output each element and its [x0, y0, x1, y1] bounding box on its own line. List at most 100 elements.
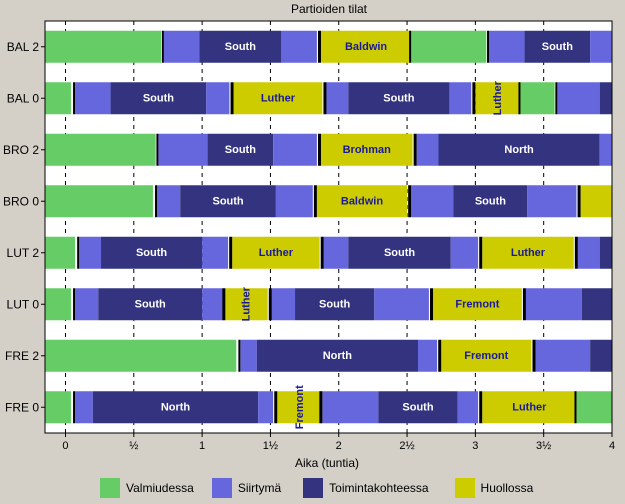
separator-6-1: [238, 339, 241, 372]
segment-transfer-2-3: [273, 133, 317, 166]
x-tick-label-2: 1: [199, 440, 205, 452]
separator-end-4-5: [320, 236, 324, 269]
segment-mission-3-2: [180, 185, 276, 218]
bar-row-1: South Luther South Luther: [45, 80, 612, 115]
segment-transfer-7-3: [258, 391, 274, 424]
bar-row-0: South Baldwin South: [45, 30, 612, 63]
bar-row-3: South Baldwin South: [45, 185, 612, 218]
separator-3-4: [313, 185, 317, 218]
segment-mission-5-6: [295, 288, 375, 321]
segment-transfer-6-3: [417, 339, 438, 372]
segment-transfer-7-5: [322, 391, 379, 424]
segment-transfer-5-3: [202, 288, 223, 321]
legend-swatch-maintenance: [454, 478, 475, 498]
segment-ready-7-9: [576, 391, 612, 424]
segment-label-6-4: Fremont: [464, 350, 508, 362]
segment-transfer-3-1: [157, 185, 181, 218]
segment-mission-4-2: [101, 236, 203, 269]
separator-end-5-5: [268, 288, 272, 321]
x-tick-label-6: 3: [472, 440, 478, 452]
segment-label-1-8: Luther: [492, 80, 504, 115]
segment-label-7-6: South: [402, 401, 433, 413]
segment-label-0-2: South: [225, 41, 256, 53]
x-tick-label-5: 2½: [399, 440, 414, 452]
x-tick-label-3: 1½: [263, 440, 278, 452]
segment-label-4-4: Luther: [259, 247, 294, 259]
segment-ready-3-0: [45, 185, 153, 218]
segment-label-5-6: South: [319, 298, 350, 310]
separator-4-8: [479, 236, 483, 269]
separator-2-1: [156, 133, 159, 166]
separator-6-4: [438, 339, 442, 372]
segment-transfer-0-3: [281, 30, 317, 63]
segment-mission-4-6: [348, 236, 451, 269]
y-tick-label-5: LUT 0: [7, 297, 40, 311]
x-tick-label-4: 2: [336, 440, 342, 452]
legend-item-transfer: Siirtymä: [211, 478, 281, 498]
bar-row-4: South Luther South Luther: [45, 236, 612, 269]
y-tick-label-7: FRE 0: [5, 400, 39, 414]
segment-transfer-4-9: [577, 236, 600, 269]
segment-label-3-4: Baldwin: [341, 195, 383, 207]
segment-mission-5-10: [581, 288, 612, 321]
segment-transfer-1-3: [206, 82, 230, 115]
segment-transfer-5-1: [75, 288, 99, 321]
segment-label-1-4: Luther: [261, 92, 296, 104]
separator-1-9: [518, 82, 521, 115]
x-axis-label: Aika (tuntia): [295, 456, 359, 470]
segment-mission-2-2: [207, 133, 274, 166]
segment-maintenance-0-4: [320, 30, 412, 63]
segment-transfer-5-9: [525, 288, 582, 321]
segment-transfer-0-6: [489, 30, 525, 63]
separator-1-8: [472, 82, 476, 115]
segment-maintenance-5-4: [225, 288, 268, 321]
segment-ready-2-0: [45, 133, 156, 166]
segment-transfer-5-7: [374, 288, 429, 321]
segment-label-4-6: South: [384, 247, 415, 259]
segment-mission-0-2: [199, 30, 282, 63]
separator-7-4: [274, 391, 278, 424]
segment-mission-1-6: [348, 82, 450, 115]
legend-item-mission: Toimintakohteessa: [303, 478, 429, 498]
x-tick-label-8: 4: [609, 440, 615, 452]
segment-maintenance-2-4: [320, 133, 413, 166]
legend: Valmiudessa Siirtymä Toimintakohteessa Huol…: [100, 476, 533, 500]
segment-label-2-6: North: [504, 144, 534, 156]
y-tick-label-2: BRO 2: [3, 143, 39, 157]
x-axis: 0 ½ 1 1½ 2 2½ 3 3½ 4: [62, 433, 615, 452]
segment-transfer-7-1: [75, 391, 93, 424]
y-tick-label-3: BRO 0: [3, 194, 39, 208]
separator-3-8: [577, 185, 581, 218]
segment-transfer-2-7: [599, 133, 612, 166]
legend-label-maintenance: Huollossa: [480, 481, 534, 495]
chart-title: Partioiden tilat: [291, 2, 368, 16]
legend-item-ready: Valmiudessa: [100, 478, 194, 498]
segment-ready-4-0: [45, 236, 76, 269]
segment-maintenance-7-8: [482, 391, 577, 424]
segment-maintenance-1-4: [233, 82, 323, 115]
separator-0-4: [317, 30, 321, 63]
legend-label-ready: Valmiudessa: [126, 481, 194, 495]
segment-mission-7-2: [92, 391, 259, 424]
segment-ready-0-5: [411, 30, 487, 63]
segment-maintenance-4-8: [482, 236, 574, 269]
y-tick-label-1: BAL 0: [7, 91, 40, 105]
separator-end-6-5: [532, 339, 536, 372]
segment-label-4-8: Luther: [511, 247, 546, 259]
separator-7-1: [73, 391, 76, 424]
segment-maintenance-5-8: [433, 288, 522, 321]
segment-maintenance-3-8: [580, 185, 612, 218]
bar-row-7: North Fremont South Luther: [45, 385, 612, 429]
segment-mission-6-2: [256, 339, 418, 372]
plot-frame: [44, 20, 613, 434]
separator-end-5-9: [522, 288, 526, 321]
segment-mission-1-2: [110, 82, 207, 115]
segment-ready-5-0: [45, 288, 71, 321]
segment-mission-3-6: [453, 185, 528, 218]
y-tick-label-0: BAL 2: [7, 40, 40, 54]
separator-4-4: [229, 236, 233, 269]
segment-label-5-4: Luther: [241, 286, 253, 321]
bar-row-5: South Luther South Fremont: [45, 286, 612, 321]
